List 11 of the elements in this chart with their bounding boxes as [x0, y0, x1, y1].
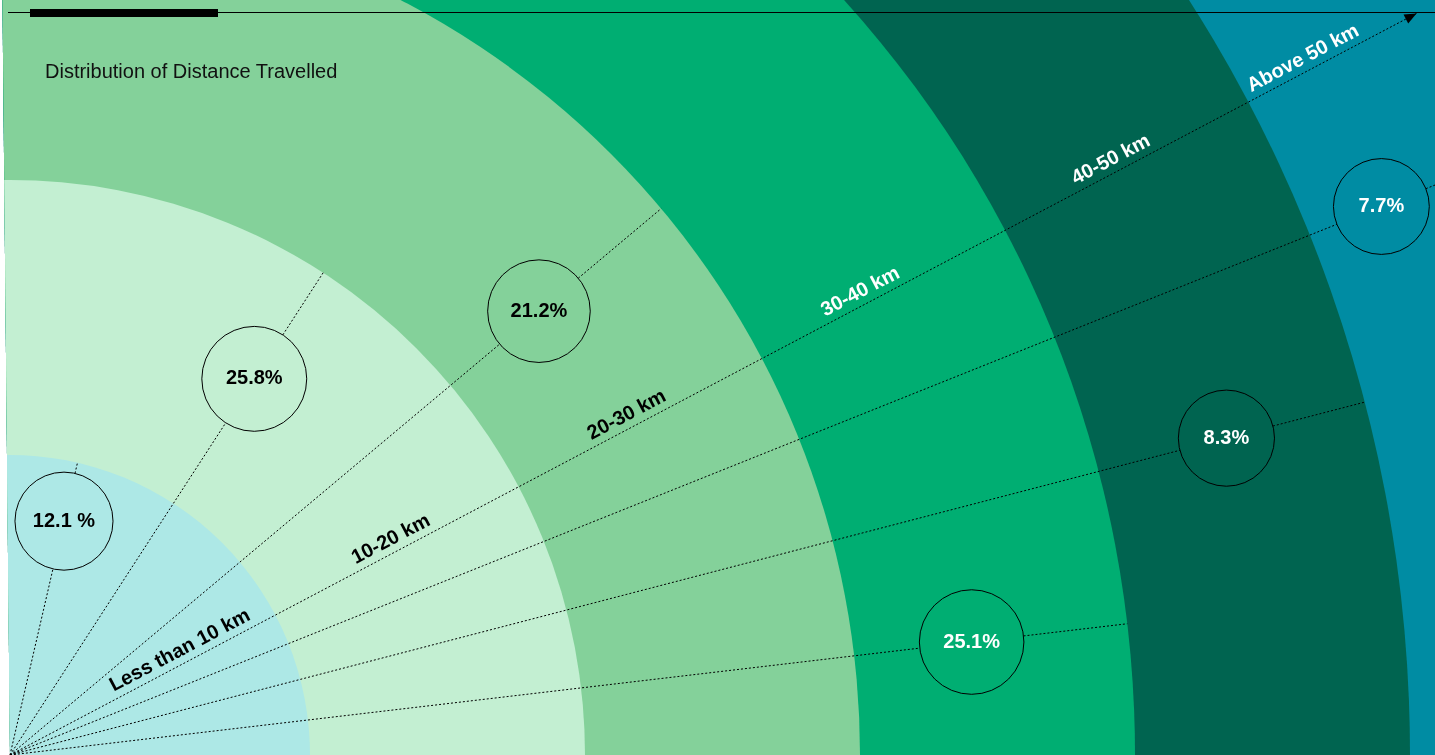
data-label: 12.1 % — [32, 508, 96, 531]
category-label: 10-20 km — [347, 508, 434, 568]
category-label: 30-40 km — [816, 260, 903, 321]
data-label: 25.1% — [943, 629, 1001, 652]
data-label: 25.8% — [225, 366, 283, 389]
text: Distribution of Distance Travelled — [45, 60, 338, 82]
category-label: Less than 10 km — [105, 603, 254, 696]
data-label: 8.3% — [1203, 425, 1250, 448]
data-label: 21.2% — [510, 298, 568, 321]
data-label: 7.7% — [1358, 194, 1405, 217]
category-label: 40-50 km — [1067, 128, 1154, 189]
